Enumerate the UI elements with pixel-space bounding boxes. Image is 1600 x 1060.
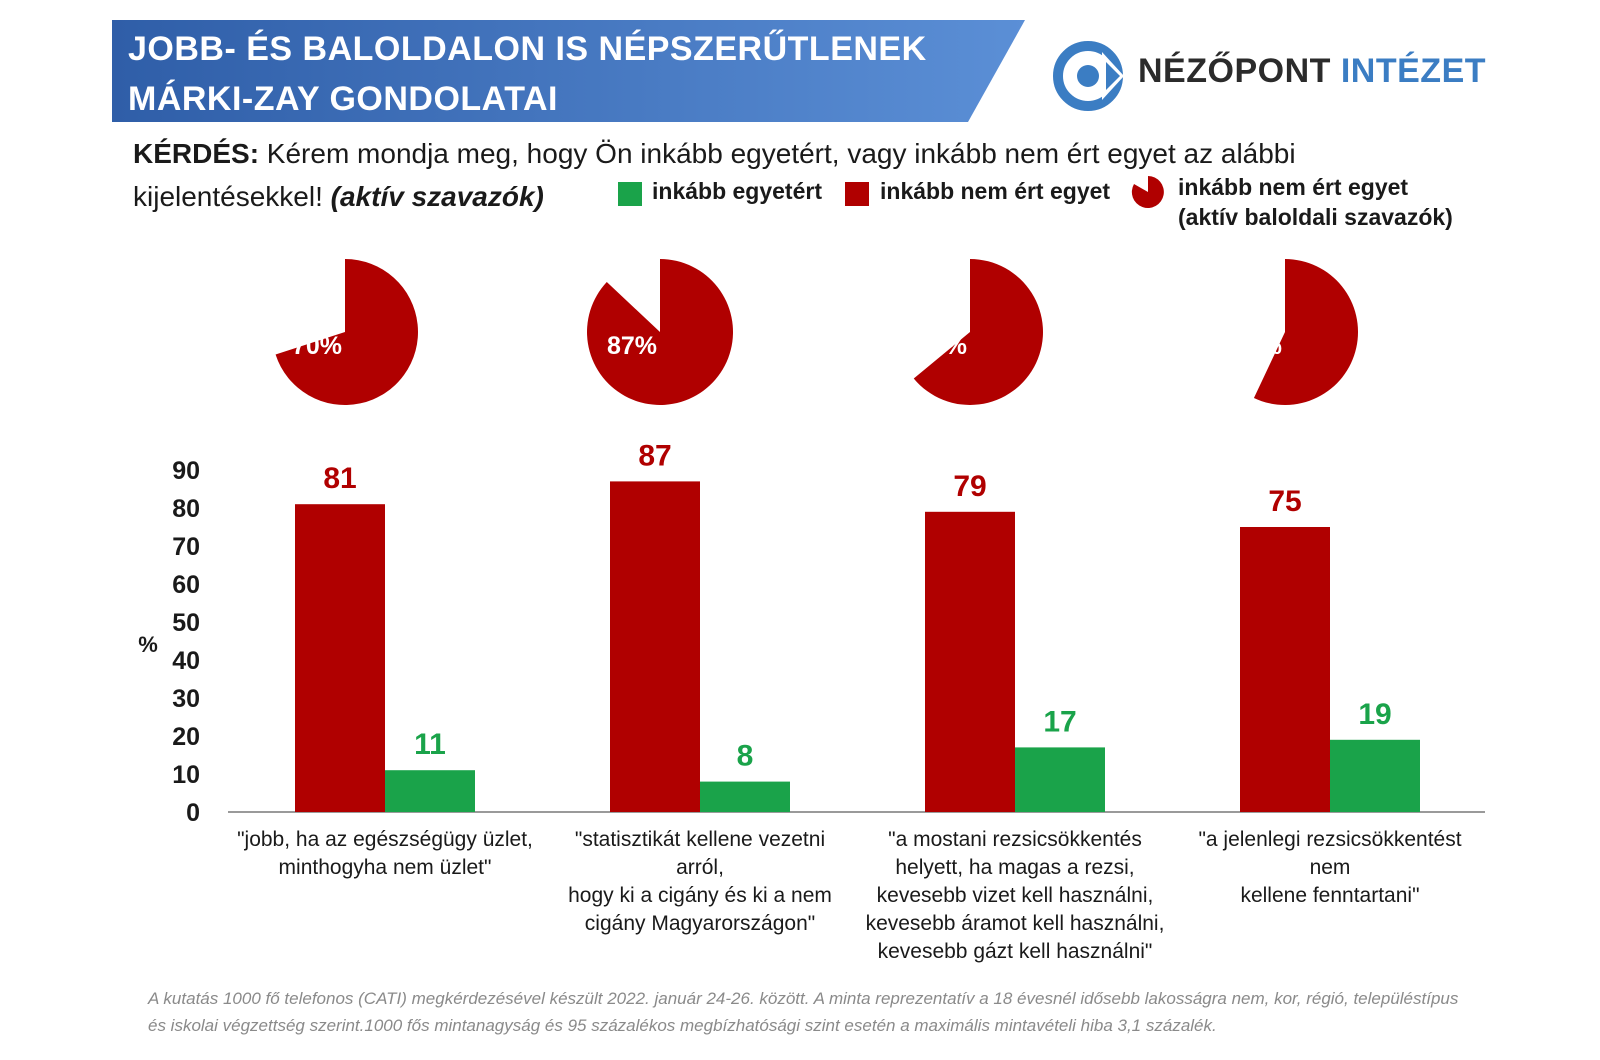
y-tick-label: 10	[172, 761, 200, 789]
title-banner	[112, 20, 1025, 122]
x-category-label: "statisztikát kellene vezetni arról, hog…	[568, 828, 832, 935]
x-category-label: "a jelenlegi rezsicsökkentést nem kellen…	[1198, 828, 1462, 907]
pie-slice-disagree-left	[1253, 258, 1359, 405]
x-category-label: "a mostani rezsicsökkentés helyett, ha m…	[865, 828, 1165, 963]
y-axis-label: %	[138, 632, 158, 657]
legend-label-disagree: inkább nem ért egyet	[880, 178, 1111, 204]
legend-swatch-disagree	[845, 182, 869, 206]
pie-label: 64%	[917, 332, 967, 360]
pie-slice-disagree-left	[275, 259, 418, 405]
nezopont-logo-icon	[1053, 41, 1124, 111]
data-label-disagree: 81	[323, 462, 356, 495]
legend-pie-icon	[1131, 176, 1164, 208]
data-label-disagree: 75	[1268, 485, 1301, 518]
data-label-disagree: 87	[638, 439, 671, 472]
question-emphasis: (aktív szavazók)	[330, 181, 544, 212]
question-label: KÉRDÉS:	[133, 138, 260, 169]
bar-agree	[1015, 747, 1105, 812]
page-title-line-2: MÁRKI-ZAY GONDOLATAI	[128, 80, 558, 118]
data-label-disagree: 79	[953, 470, 986, 503]
y-tick-label: 90	[172, 457, 200, 485]
y-tick-label: 20	[172, 723, 200, 751]
legend-label-pie-line-1: inkább nem ért egyet	[1178, 174, 1409, 200]
legend-swatch-agree	[618, 182, 642, 206]
bar-agree	[385, 770, 475, 812]
logo-word-2: INTÉZET	[1340, 52, 1487, 90]
logo-word-1: NÉZŐPONT	[1138, 52, 1331, 90]
pie-slice-disagree-left	[913, 259, 1043, 406]
data-label-agree: 8	[737, 740, 754, 773]
data-label-agree: 17	[1043, 705, 1076, 738]
page-title-line-1: JOBB- ÉS BALOLDALON IS NÉPSZERŰTLENEK	[128, 30, 927, 68]
pie-label: 87%	[607, 332, 657, 360]
bar-disagree	[925, 511, 1015, 812]
question-body: Kérem mondja meg, hogy Ön inkább egyetér…	[133, 138, 1296, 212]
footnote: A kutatás 1000 fő telefonos (CATI) megké…	[148, 989, 1459, 1035]
logo-text: NÉZŐPONT INTÉZET	[1138, 52, 1486, 91]
y-tick-label: 40	[172, 647, 200, 675]
pie-label: 70%	[292, 332, 342, 360]
bar-disagree	[610, 481, 700, 812]
y-tick-label: 0	[186, 799, 200, 827]
bar-disagree	[295, 504, 385, 812]
bar-disagree	[1240, 527, 1330, 812]
bar-agree	[700, 781, 790, 812]
y-tick-label: 60	[172, 571, 200, 599]
legend-label-agree: inkább egyetért	[652, 178, 822, 204]
y-tick-label: 80	[172, 495, 200, 523]
question-text: KÉRDÉS: Kérem mondja meg, hogy Ön inkább…	[133, 132, 1373, 218]
data-label-agree: 11	[414, 728, 446, 761]
data-label-agree: 19	[1358, 698, 1391, 731]
pie-label: 57%	[1232, 332, 1282, 360]
bar-agree	[1330, 739, 1420, 812]
y-tick-label: 50	[172, 609, 200, 637]
pie-slice-disagree-left	[587, 259, 734, 405]
legend-label-pie-line-2: (aktív baloldali szavazók)	[1178, 204, 1453, 230]
x-category-label: "jobb, ha az egészségügy üzlet, minthogy…	[237, 828, 533, 879]
y-tick-label: 70	[172, 533, 200, 561]
y-tick-label: 30	[172, 685, 200, 713]
